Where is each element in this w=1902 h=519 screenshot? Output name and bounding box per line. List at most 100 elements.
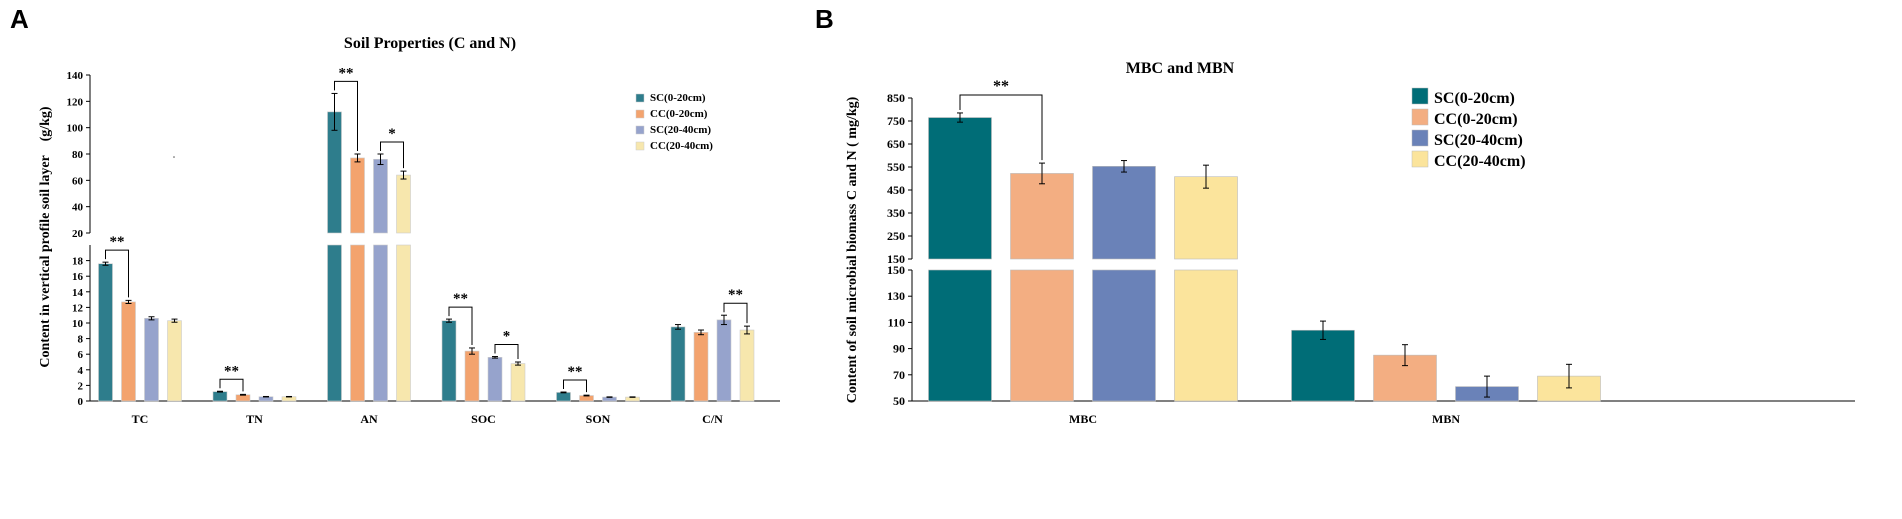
undefined-bar (167, 320, 182, 402)
undefined-sig-label: ** (110, 234, 125, 250)
undefined-sig-bracket (105, 249, 129, 298)
undefined-ytick-label: 90 (893, 342, 905, 356)
undefined-legend-label: SC(20-40cm) (1434, 132, 1523, 149)
undefined-ytick-label: 550 (887, 160, 905, 174)
undefined-ytick-label: 120 (67, 96, 84, 108)
undefined-bar (1174, 176, 1238, 260)
undefined-sig-bracket (494, 344, 519, 359)
undefined-ytick-label: 50 (893, 394, 905, 408)
undefined-bar (373, 158, 388, 234)
panel-b-label: B (815, 4, 834, 34)
undefined-bar-lower (1010, 269, 1074, 402)
undefined-legend-label: CC(20-40cm) (650, 140, 713, 152)
undefined-sig-label: ** (453, 291, 468, 307)
undefined-category-label: MBN (1432, 412, 1460, 426)
undefined-bar (212, 391, 228, 402)
chart-a-ylabel: Content in vertical profile soil layer (… (38, 106, 53, 368)
undefined-bar (693, 332, 709, 402)
undefined-ytick-label: 8 (78, 334, 84, 346)
undefined-bar (464, 350, 480, 402)
undefined-legend-swatch (1411, 108, 1429, 126)
undefined-legend-swatch (1411, 150, 1429, 168)
undefined-bar (350, 157, 365, 234)
undefined-bar (396, 174, 411, 234)
undefined-category-label: AN (360, 412, 378, 426)
chart-b-ylabel: Content of soil microbial biomass C and … (845, 96, 860, 403)
undefined-ytick-label: 60 (72, 175, 84, 187)
undefined-sig-bracket (563, 379, 587, 393)
undefined-legend-swatch (635, 93, 645, 103)
undefined-bar (487, 357, 503, 402)
chart-b-title: MBC and MBN (1126, 60, 1235, 77)
undefined-ytick-label: 650 (887, 137, 905, 151)
undefined-ytick-label: 18 (72, 256, 84, 268)
undefined-sig-bracket (334, 80, 358, 151)
undefined-bar (235, 394, 251, 402)
undefined-bar (716, 319, 732, 402)
undefined-bar (98, 263, 113, 402)
undefined-sig-label: ** (224, 363, 239, 379)
undefined-category-label: MBC (1069, 412, 1097, 426)
undefined-ytick-label: 14 (72, 287, 84, 299)
undefined-sig-label: * (388, 126, 396, 142)
undefined-bar (739, 329, 755, 402)
undefined-legend-swatch (1411, 129, 1429, 147)
undefined-ytick-label: 130 (887, 289, 905, 303)
undefined-sig-bracket (219, 378, 244, 392)
undefined-ytick-label: 2 (78, 380, 84, 392)
undefined-ytick-label: 850 (887, 91, 905, 105)
undefined-sig-bracket (723, 302, 748, 324)
undefined-ytick-label: 6 (78, 349, 84, 361)
undefined-ytick-label: 150 (887, 252, 905, 266)
undefined-sig-label: ** (728, 287, 743, 303)
undefined-sig-label: ** (993, 78, 1009, 95)
undefined-legend-swatch (635, 141, 645, 151)
undefined-legend-swatch (635, 109, 645, 119)
undefined-ytick-label: 140 (67, 70, 84, 82)
undefined-ytick-label: 250 (887, 229, 905, 243)
undefined-sig-bracket (448, 306, 473, 345)
undefined-legend-swatch (635, 125, 645, 135)
undefined-bar-lower (373, 244, 388, 402)
undefined-bar (121, 301, 136, 402)
undefined-legend-label: CC(0-20cm) (1434, 111, 1518, 128)
undefined-ytick-label: 70 (893, 368, 905, 382)
undefined-ytick-label: 100 (67, 123, 84, 135)
undefined-bar (1291, 329, 1355, 402)
undefined-legend-swatch (1411, 87, 1429, 105)
undefined-sig-bracket (380, 141, 404, 169)
undefined-category-label: TC (132, 412, 149, 426)
undefined-category-label: C/N (702, 412, 723, 426)
undefined-category-label: TN (246, 412, 263, 426)
undefined-ytick-label: 20 (72, 228, 84, 240)
undefined-bar (1092, 166, 1156, 260)
undefined-bar (441, 320, 457, 402)
undefined-ytick-label: 450 (887, 183, 905, 197)
undefined-bar-lower (1174, 269, 1238, 402)
panel-a: A Soil Properties (C and N) Content in v… (10, 4, 780, 426)
undefined-sig-label: ** (339, 65, 354, 81)
undefined-sig-label: ** (568, 364, 583, 380)
undefined-legend-label: CC(20-40cm) (1434, 153, 1526, 170)
undefined-bar-lower (327, 244, 342, 402)
undefined-ytick-label: 0 (78, 396, 84, 408)
undefined-bar-lower (350, 244, 365, 402)
undefined-category-label: SOC (471, 412, 496, 426)
undefined-ytick-label: 150 (887, 263, 905, 277)
undefined-legend-label: SC(0-20cm) (650, 92, 706, 104)
undefined-ytick-label: 110 (888, 315, 905, 329)
undefined-legend-label: CC(0-20cm) (650, 108, 708, 120)
undefined-sig-label: * (503, 329, 511, 345)
undefined-ytick-label: 12 (72, 302, 84, 314)
undefined-sig-bracket (959, 94, 1043, 161)
chart-a-title: Soil Properties (C and N) (344, 35, 516, 52)
undefined-ytick-label: 40 (72, 202, 84, 214)
undefined-bar (556, 392, 571, 402)
undefined-ytick-label: 4 (78, 365, 84, 377)
undefined-ytick-label: 10 (72, 318, 84, 330)
panel-b: B MBC and MBN Content of soil microbial … (815, 4, 1855, 426)
undefined-legend-label: SC(20-40cm) (650, 124, 711, 136)
undefined-bar (144, 318, 159, 402)
undefined-bar (670, 326, 686, 402)
